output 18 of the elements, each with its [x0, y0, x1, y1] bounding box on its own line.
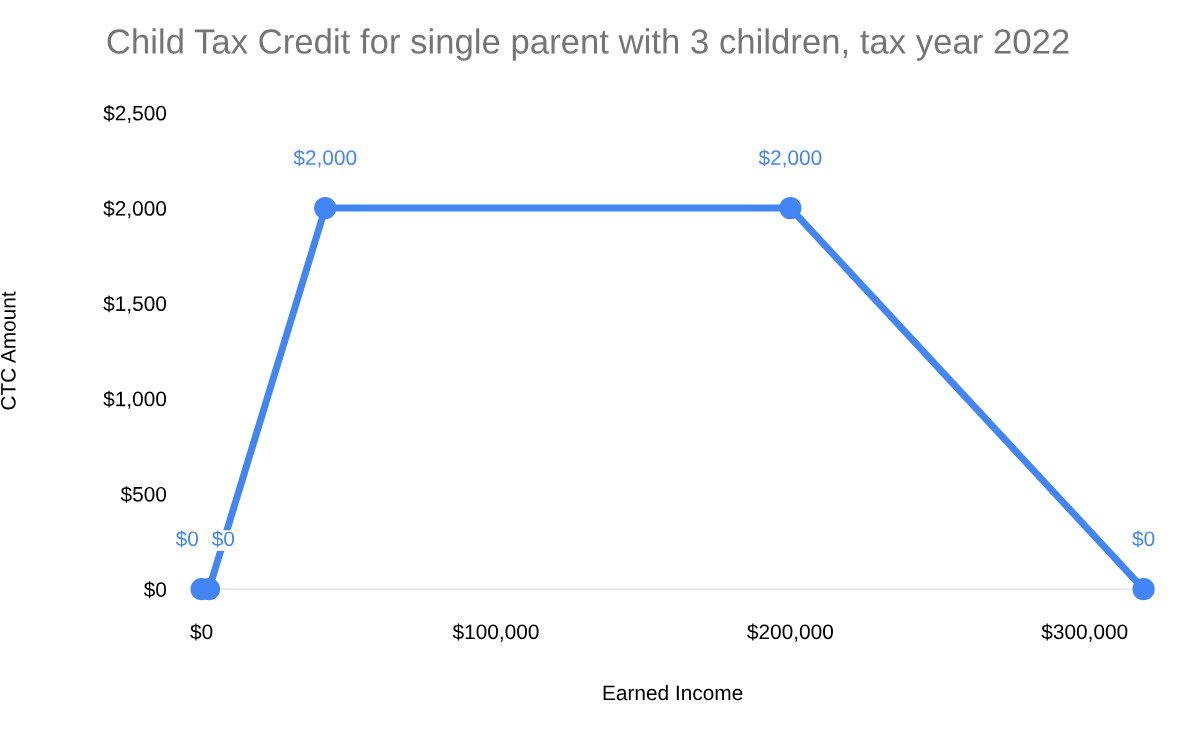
y-tick-label: $500	[120, 486, 167, 503]
text: $0	[211, 530, 235, 548]
text: $0	[175, 530, 199, 548]
x-tick-label: $0	[190, 623, 213, 641]
text: $2,000	[758, 149, 822, 168]
text: $2,000	[293, 149, 357, 168]
chart-title: Child Tax Credit for single parent with 3 children, tax year 2022	[107, 28, 1069, 61]
y-axis-title: CTC Amount	[0, 291, 16, 410]
x-axis-title: Earned Income	[603, 684, 743, 701]
x-tick-label: $300,000	[1041, 623, 1128, 642]
y-tick-label: $0	[143, 581, 167, 599]
y-tick-label: $1,000	[103, 390, 167, 409]
y-tick-label: $2,500	[103, 104, 167, 123]
text: $0	[1132, 530, 1155, 548]
y-tick-label: $1,500	[103, 295, 167, 314]
x-tick-label: $100,000	[452, 623, 539, 642]
x-tick-label: $200,000	[747, 623, 833, 642]
y-tick-label: $2,000	[103, 200, 167, 219]
